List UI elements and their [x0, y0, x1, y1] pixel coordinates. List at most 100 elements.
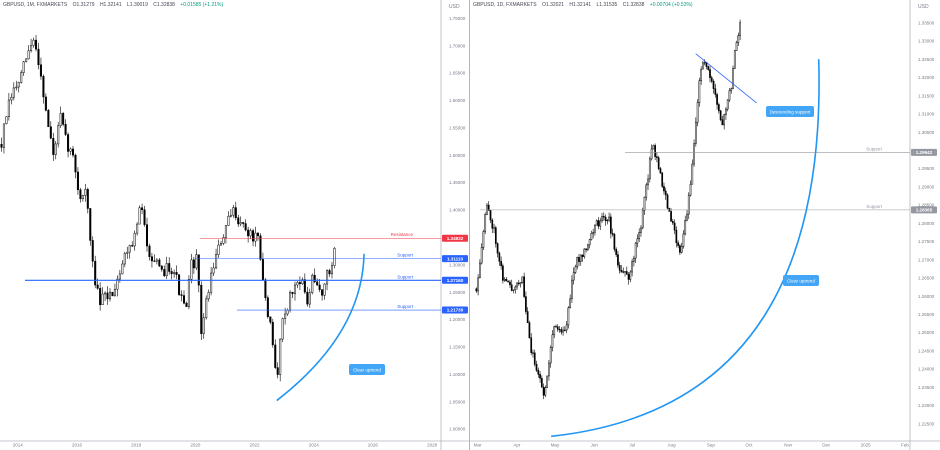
candle-body — [687, 194, 690, 215]
candle-body — [482, 231, 485, 248]
price-tick-label: 1.10000 — [449, 372, 466, 377]
candle-body — [12, 87, 15, 98]
candle-body — [576, 257, 579, 268]
candle-body — [588, 239, 591, 246]
candle-body — [703, 62, 706, 64]
price-tick-label: 1.32500 — [918, 57, 935, 62]
candle-body — [39, 64, 42, 77]
candle-body — [296, 282, 299, 286]
candle-body — [34, 39, 38, 50]
candle-body — [638, 232, 641, 240]
candle-body — [121, 263, 124, 275]
candle-body — [99, 288, 102, 306]
price-tick-label: 1.40000 — [449, 208, 466, 213]
candle-body — [544, 387, 547, 396]
candle-body — [104, 292, 107, 295]
candle-body — [546, 375, 548, 388]
price-tick-label: 1.05000 — [449, 399, 466, 404]
candle-body — [266, 297, 269, 318]
daily-chart[interactable]: USD 1.33500 1.33000 1.32500 1.32000 1.31500 1.… — [470, 0, 940, 450]
candle-body — [311, 274, 314, 293]
candle-body — [42, 76, 45, 98]
annotation-clear-uptrend: Clear uptrend — [353, 368, 381, 373]
candle-body — [636, 238, 639, 244]
candle-body — [618, 264, 621, 271]
price-tick-label: 1.30000 — [449, 262, 466, 267]
left-chart-pane[interactable]: USD 1.75000 1.70000 1.65000 1.60000 1.55000 1.… — [0, 0, 469, 450]
time-tick-label: Apr — [513, 443, 521, 448]
candle-body — [620, 270, 623, 273]
candle-body — [22, 61, 25, 73]
price-tick-label: 1.23000 — [918, 403, 935, 408]
candle-body — [15, 86, 18, 89]
low-value: L1.31535 — [596, 2, 618, 8]
candle-body — [25, 58, 28, 62]
candle-body — [716, 94, 718, 105]
level-label: Support — [397, 304, 414, 309]
candle-body — [279, 338, 282, 375]
candle-body — [289, 291, 292, 311]
candle-body — [271, 321, 274, 346]
candle-body — [269, 316, 272, 323]
candle-body — [150, 256, 153, 262]
candle-body — [631, 261, 633, 273]
price-tag — [442, 306, 468, 314]
candle-body — [558, 329, 561, 331]
candle-body — [555, 326, 557, 328]
level-label: Support — [866, 146, 883, 151]
time-tick-label: 2028 — [427, 443, 438, 448]
candle-body — [721, 119, 724, 126]
candle-body — [634, 242, 637, 259]
candle-body — [47, 110, 50, 127]
candle-body — [484, 214, 487, 232]
price-tick-label: 1.28000 — [918, 221, 935, 226]
level-label: Support — [397, 253, 414, 258]
candle-body — [601, 216, 603, 222]
candle-body — [89, 208, 92, 241]
candle-body — [702, 62, 704, 70]
price-tick-label: 1.30500 — [918, 130, 935, 135]
candle-body — [684, 219, 687, 235]
candle-body — [725, 108, 727, 115]
monthly-chart[interactable]: USD 1.75000 1.70000 1.65000 1.60000 1.55000 1.… — [0, 0, 469, 450]
level-label: Support — [866, 204, 883, 209]
candle-body — [200, 284, 203, 334]
candle-body — [303, 279, 306, 293]
candle-body — [530, 337, 533, 353]
candle-body — [663, 186, 665, 192]
axis-unit-label: USD — [449, 4, 460, 10]
candle-body — [163, 269, 166, 277]
right-chart-pane[interactable]: USD 1.33500 1.33000 1.32500 1.32000 1.31500 1.… — [470, 0, 940, 450]
candle-body — [509, 281, 511, 286]
time-tick-label: Sep — [707, 443, 716, 448]
price-tag — [442, 255, 468, 263]
candle-body — [158, 259, 161, 267]
candle-body — [254, 232, 257, 242]
candle-body — [563, 329, 566, 331]
high-value: H1.32141 — [569, 2, 592, 8]
price-tick-label: 1.55000 — [449, 125, 466, 130]
candle-body — [54, 143, 57, 155]
candle-body — [94, 260, 97, 286]
candle-body — [237, 217, 240, 225]
candle-body — [306, 291, 309, 305]
candle-body — [239, 222, 242, 225]
candle-body — [666, 194, 669, 209]
pane-divider[interactable] — [469, 0, 470, 450]
candle-body — [247, 229, 250, 237]
price-tick-label: 1.29500 — [918, 166, 935, 171]
candle-body — [735, 42, 738, 51]
candle-body — [514, 286, 517, 291]
uptrend-curve — [551, 59, 820, 438]
candle-body — [264, 279, 267, 299]
candle-body — [7, 99, 10, 117]
candle-body — [86, 189, 89, 209]
candle-body — [519, 282, 522, 285]
candle-body — [202, 317, 205, 334]
candle-body — [195, 254, 198, 269]
candle-body — [595, 220, 598, 226]
candle-body — [69, 148, 72, 152]
time-tick-label: 2014 — [13, 443, 24, 448]
annotation-box — [349, 364, 385, 375]
candle-body — [244, 223, 247, 231]
